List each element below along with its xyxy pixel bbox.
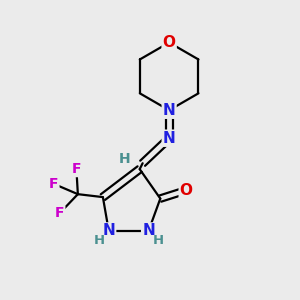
Text: H: H: [118, 152, 130, 166]
Text: H: H: [153, 234, 164, 247]
Text: F: F: [55, 206, 64, 220]
Text: N: N: [102, 224, 115, 238]
Text: N: N: [163, 103, 175, 118]
Text: O: O: [180, 183, 193, 198]
Text: O: O: [163, 35, 176, 50]
Text: N: N: [142, 224, 155, 238]
Text: F: F: [72, 162, 81, 176]
Text: N: N: [163, 131, 175, 146]
Text: H: H: [94, 234, 105, 247]
Text: F: F: [49, 177, 58, 191]
